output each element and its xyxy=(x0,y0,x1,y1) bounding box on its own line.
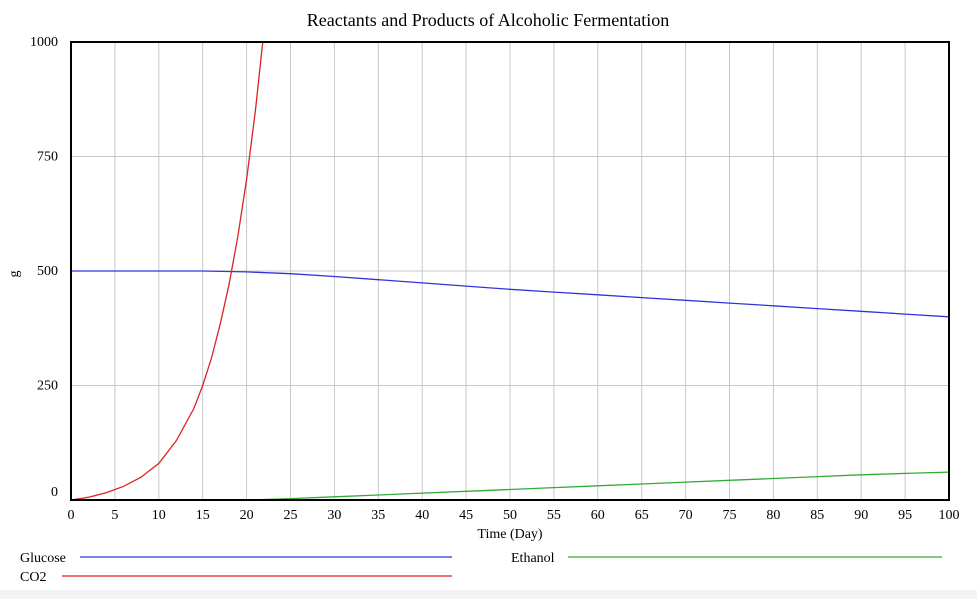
chart-title: Reactants and Products of Alcoholic Ferm… xyxy=(307,10,669,30)
x-tick-label: 75 xyxy=(723,508,737,523)
y-tick-label: 1000 xyxy=(30,35,58,50)
x-tick-label: 15 xyxy=(196,508,210,523)
x-tick-label: 0 xyxy=(68,508,75,523)
x-tick-label: 50 xyxy=(503,508,517,523)
series-lines xyxy=(71,42,949,500)
x-tick-label: 70 xyxy=(679,508,693,523)
glucose-line xyxy=(71,270,949,318)
x-tick-label: 10 xyxy=(152,508,166,523)
x-tick-label: 65 xyxy=(635,508,649,523)
x-tick-label: 20 xyxy=(240,508,254,523)
x-axis-label: Time (Day) xyxy=(477,527,543,542)
x-tick-label: 45 xyxy=(459,508,473,523)
x-tick-label: 55 xyxy=(547,508,561,523)
legend: Glucose Ethanol CO2 xyxy=(20,551,942,585)
legend-label-co2: CO2 xyxy=(20,570,46,585)
x-tick-label: 25 xyxy=(284,508,298,523)
tick-labels: 0 5 10 15 20 25 30 35 40 45 50 55 60 65 70 75 80 85 90 95 10… xyxy=(30,35,960,523)
bottom-strip xyxy=(0,590,977,599)
x-tick-label: 80 xyxy=(766,508,780,523)
ethanol-line xyxy=(71,471,949,500)
y-tick-label: 0 xyxy=(51,485,58,500)
x-tick-label: 5 xyxy=(111,508,118,523)
y-tick-label: 250 xyxy=(37,379,58,394)
x-tick-label: 85 xyxy=(810,508,824,523)
legend-label-glucose: Glucose xyxy=(20,551,66,566)
y-tick-label: 500 xyxy=(37,264,58,279)
x-tick-label: 35 xyxy=(371,508,385,523)
legend-label-ethanol: Ethanol xyxy=(511,551,555,566)
x-tick-label: 95 xyxy=(898,508,912,523)
x-tick-label: 30 xyxy=(327,508,341,523)
plot-frame xyxy=(70,41,950,501)
co2-line xyxy=(71,42,264,500)
y-tick-label: 750 xyxy=(37,150,58,165)
x-tick-label: 90 xyxy=(854,508,868,523)
x-tick-label: 100 xyxy=(939,508,960,523)
y-axis-label: g xyxy=(7,271,22,278)
x-tick-label: 40 xyxy=(415,508,429,523)
x-tick-label: 60 xyxy=(591,508,605,523)
